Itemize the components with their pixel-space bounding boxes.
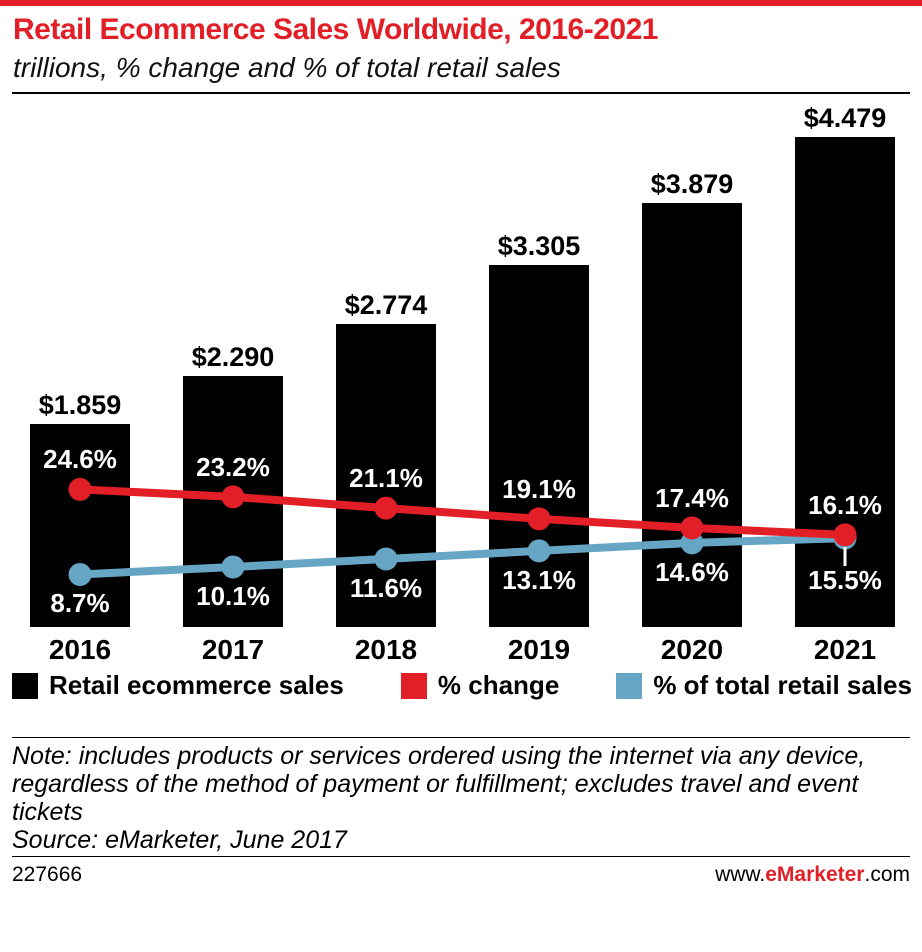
data-point-dot [68,562,92,586]
site-url-prefix: www. [715,863,766,886]
x-axis-label-2018: 2018 [354,634,418,665]
pct-change-label: 16.1% [808,489,882,520]
data-point-dot [680,516,704,540]
pct-change-label: 17.4% [655,482,729,513]
pct-total-retail-label: 10.1% [196,580,270,611]
pct-change-label: 21.1% [349,463,423,494]
legend-label: % of total retail sales [653,670,912,700]
data-point-dot [221,485,245,509]
legend-swatch-red-icon [400,672,427,699]
header-divider [12,92,910,94]
pct-change-label: 24.6% [43,444,117,475]
bar-value-label: $1.859 [38,389,122,420]
header: Retail Ecommerce Sales Worldwide, 2016-2… [13,13,909,84]
bar-value-label: $3.879 [650,168,734,199]
pct-total-retail-label: 11.6% [349,572,423,603]
pct-change-label: 19.1% [502,473,576,504]
bar-2019 [489,265,589,627]
site-url-suffix: .com [864,863,910,886]
footer: 227666 www.eMarketer.com [12,863,910,887]
footer-divider [12,856,910,857]
x-axis-label-2019: 2019 [507,634,571,665]
line-chart-overlay [68,477,857,586]
note-block: Note: includes products or services orde… [12,742,908,854]
chart-id: 227666 [12,863,83,886]
legend-label: % change [437,670,560,700]
bar-2020 [642,202,742,627]
x-axis-label-2021: 2021 [813,634,877,665]
trend-line [79,485,846,539]
chart-area: $1.859 2016 $2.290 2017 $2.774 2018 $3.305 2019… [0,95,922,665]
bar-value-label: $2.774 [344,289,428,320]
legend-item-pct-change: % change [400,670,560,701]
data-point-dot [527,507,551,531]
data-point-dot [527,539,551,563]
top-accent-strip [0,0,922,6]
legend-swatch-black-icon [12,672,38,699]
bar-2018 [336,323,436,627]
pct-total-retail-label: 15.5% [808,565,882,596]
bar-value-label: $3.305 [497,231,581,262]
chart-subtitle: trillions, % change and % of total retai… [13,52,561,83]
data-point-dot [374,496,398,520]
chart-title: Retail Ecommerce Sales Worldwide, 2016-2… [13,13,658,46]
data-point-dot [68,477,92,501]
data-point-dot [374,547,398,571]
trend-line [79,534,846,579]
legend-swatch-blue-icon [616,672,643,699]
x-axis-label-2017: 2017 [201,634,265,665]
note-divider [12,737,910,738]
site-url-brand: eMarketer [765,863,865,886]
data-point-dot [221,555,245,579]
pct-total-retail-label: 13.1% [502,564,576,595]
source-text: Source: eMarketer, June 2017 [12,826,347,854]
bar-value-label: $4.479 [803,102,887,133]
legend-item-pct-total-retail: % of total retail sales [616,670,912,701]
pct-change-label: 23.2% [196,451,270,482]
legend-label: Retail ecommerce sales [49,670,344,700]
legend: Retail ecommerce sales % change % of tot… [12,670,912,701]
data-point-dot [833,523,857,547]
legend-item-ecommerce-sales: Retail ecommerce sales [12,670,344,701]
bar-2016 [30,423,130,627]
pct-total-retail-label: 8.7% [50,588,110,619]
x-axis-label-2016: 2016 [48,634,112,665]
note-text: Note: includes products or services orde… [12,742,866,826]
site-url: www.eMarketer.com [715,863,910,887]
x-axis-label-2020: 2020 [660,634,724,665]
bar-value-label: $2.290 [191,342,275,373]
pct-total-retail-label: 14.6% [655,556,729,587]
